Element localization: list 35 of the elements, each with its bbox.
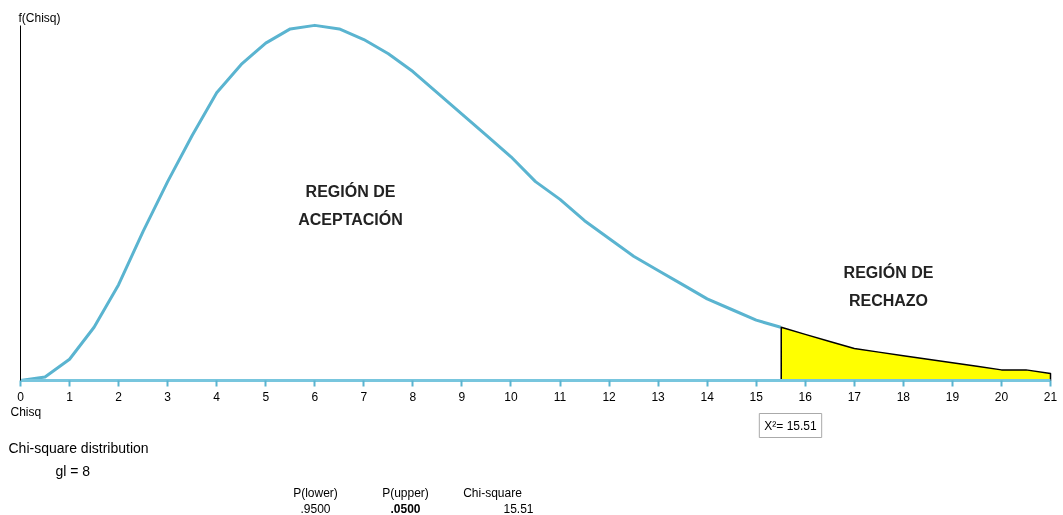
annotation: REGIÓN DE RECHAZO [843, 263, 934, 309]
x-tick-label: 6 [311, 389, 319, 404]
text: X²= 15.51 [764, 418, 818, 433]
x-tick-label: 4 [213, 389, 221, 404]
x-tick-label: 19 [945, 389, 960, 404]
x-tick-label: 17 [847, 389, 862, 404]
x-tick-label: 0 [17, 389, 25, 404]
text: .0500 [390, 502, 421, 515]
x-tick-label: 13 [651, 389, 666, 404]
y-axis-title: f(Chisq) [18, 11, 61, 26]
x-axis-title: Chisq [10, 404, 42, 419]
x-tick-label: 2 [115, 389, 123, 404]
x-tick-label: 11 [553, 389, 567, 404]
x-tick-label: 1 [66, 389, 74, 404]
x-tick-label: 5 [262, 389, 270, 404]
x-tick-label: 14 [700, 389, 715, 404]
x-tick-label: 21 [1043, 389, 1058, 404]
text: 15.51 [503, 502, 534, 515]
text: .9500 [300, 502, 331, 515]
x-tick-label: 8 [409, 389, 417, 404]
x-tick-label: 12 [602, 389, 617, 404]
annotation: REGIÓN DE ACEPTACIÓN [298, 182, 403, 228]
x-tick-label: 9 [458, 389, 466, 404]
x-tick-label: 10 [504, 389, 518, 404]
x-tick-label: 20 [994, 389, 1009, 404]
x-tick-label: 3 [164, 389, 172, 404]
x-tick-label: 7 [360, 389, 368, 404]
x-tick-label: 16 [798, 389, 813, 404]
text: Chi-square [463, 485, 523, 500]
text: gl = 8 [55, 462, 91, 479]
text: Chi-square distribution [8, 439, 149, 456]
text: P(upper) [382, 485, 429, 500]
x-tick-label: 15 [749, 389, 764, 404]
text: P(lower) [293, 485, 338, 500]
x-tick-label: 18 [896, 389, 911, 404]
